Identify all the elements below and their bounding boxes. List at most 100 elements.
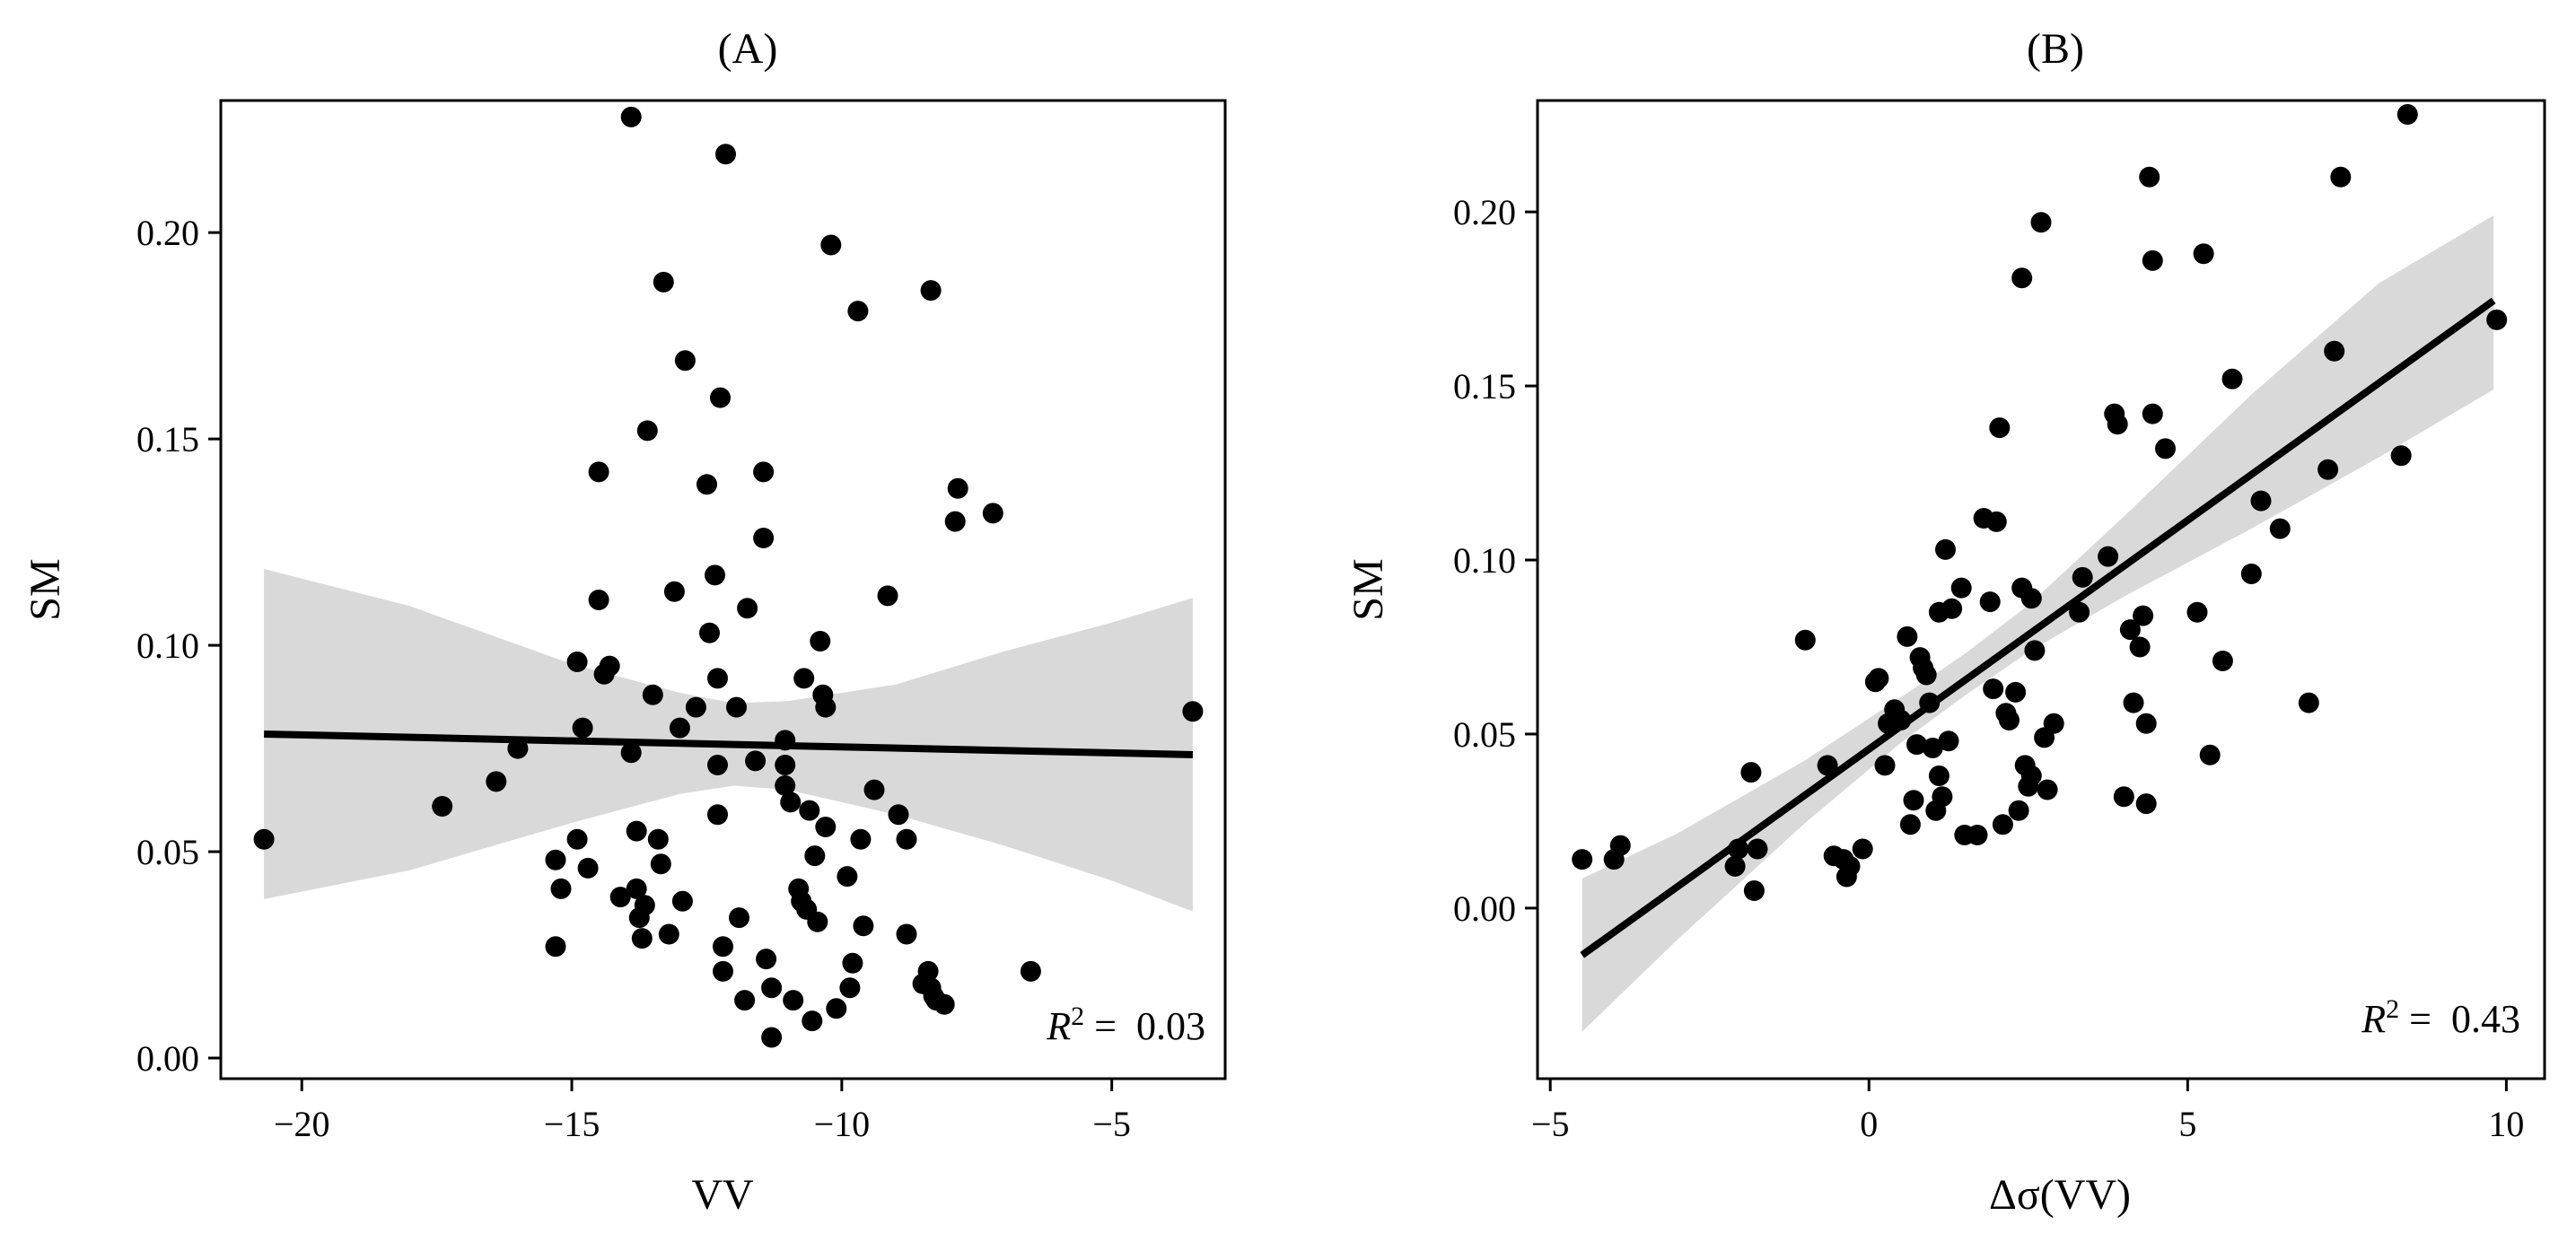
panel-b-data-point [1747,838,1768,860]
panel-b-data-point [2330,166,2352,188]
panel-a-data-point [707,804,728,826]
panel-b-data-point [2240,564,2262,584]
panel-b-data-point [1897,625,1918,647]
panel-a-data-point [850,828,872,850]
panel-a-r-squared-value: = 0.03 [1084,1004,1205,1048]
panel-b-data-point [1915,664,1937,686]
panel-a-points [253,106,1204,1048]
panel-a-r-squared: R2 = 0.03 [1046,1001,1205,1049]
panel-a-data-point [707,755,728,775]
panel-a-data-point [432,796,453,817]
panel-a-data-point [820,234,842,256]
panel-b-y-tick-label: 0.15 [1453,366,1516,407]
panel-b-data-point [2186,601,2208,623]
panel-b: (B) −5 0 5 10 0.00 0.05 0.10 0.15 0.20 Δσ(VV) SM… [1345,25,2546,1219]
panel-a-data-point [663,581,685,602]
panel-a-data-point [799,800,820,821]
panel-a-data-point [933,993,955,1015]
panel-b-data-point [1743,880,1765,901]
panel-b-data-point [1989,417,2011,439]
panel-a-data-point [550,878,572,899]
panel-b-data-point [1985,511,2007,532]
panel-a-data-point [699,622,720,643]
panel-a-data-point [729,907,749,929]
panel-b-data-point [2107,414,2128,435]
panel-b-r-squared-exponent: 2 [2386,994,2399,1024]
panel-a-data-point [647,828,669,850]
panel-b-data-point [2193,243,2214,265]
panel-a-r-squared-exponent: 2 [1071,1001,1084,1031]
panel-a-x-tick-label: −20 [274,1104,330,1144]
panel-a-y-tick-label: 0.10 [136,625,199,666]
panel-a-confidence-band [264,569,1193,912]
panel-a-data-point [634,895,655,916]
panel-b-data-point [1967,825,1988,845]
panel-b-data-point [2119,619,2141,641]
panel-a-regression-line [264,730,1193,758]
panel-b-data-point [1740,762,1762,783]
panel-a-data-point [697,474,717,495]
panel-a-title: (A) [718,25,778,73]
panel-a-data-point [671,890,693,912]
panel-b-data-point [1928,765,1950,786]
panel-a-data-point [761,1027,783,1048]
panel-b-data-point [2020,588,2042,609]
panel-a-data-point [626,878,647,899]
panel-a-data-point [566,828,588,850]
panel-b-data-point [2072,566,2093,588]
panel-a-data-point [826,998,847,1019]
panel-b-data-point [2318,459,2339,480]
panel-b-data-point [1903,790,1924,811]
panel-b-data-point [2155,438,2176,459]
panel-a-x-tick-label: −5 [1092,1104,1131,1144]
panel-a-confidence-band-group [264,569,1193,912]
panel-a-data-point [1182,701,1204,722]
panel-b-data-point [1794,629,1816,651]
panel-a-data-point [761,977,783,999]
panel-a-data-point [775,775,796,796]
panel-a-data-point [837,866,858,888]
panel-a-data-point [588,461,609,483]
panel-b-data-point [1874,755,1896,776]
panel-a-y-tick-label: 0.20 [136,213,199,253]
panel-b-plot-frame [1536,99,2546,1080]
panel-b-data-point [1890,710,1912,730]
panel-a-data-point [486,771,507,792]
panel-a-data-point [888,804,909,826]
panel-b-title: (B) [2027,25,2084,73]
panel-b-data-point [1899,814,1921,835]
panel-a-data-point [674,350,696,372]
panel-b-data-point [2390,445,2412,467]
panel-a-data-point [609,887,631,908]
panel-b-data-point [1572,849,1593,870]
panel-a-data-point [545,849,566,870]
panel-b-data-point [1950,577,1972,599]
panel-a-data-point [626,820,647,842]
panel-b-data-point [2396,104,2418,125]
panel-a-data-point [1020,960,1041,982]
panel-b-y-tick-label: 0.10 [1453,540,1516,581]
panel-b-ticks: −5 0 5 10 0.00 0.05 0.10 0.15 0.20 [1453,192,2524,1144]
panel-b-y-tick-label: 0.05 [1453,714,1516,755]
panel-b-points [1572,104,2508,901]
panel-b-data-point [2142,403,2163,424]
panel-b-data-point [2129,636,2151,658]
panel-b-data-point [2123,692,2144,713]
panel-a-data-point [599,655,620,677]
panel-a-fit-group [264,730,1193,758]
panel-a-data-point [842,952,863,974]
panel-b-y-tick-label: 0.20 [1453,192,1516,232]
panel-b-data-point [1941,598,1963,619]
panel-b-x-tick-label: −5 [1531,1104,1570,1144]
panel-b-data-point [1609,835,1631,856]
panel-a-y-tick-label: 0.05 [136,832,199,872]
panel-b-data-point [1852,838,1873,860]
panel-b-data-point [2221,368,2243,389]
panel-a-data-point [944,511,966,532]
panel-b-data-point [2199,744,2221,765]
panel-b-data-point [2486,309,2508,330]
panel-a-plot-frame [219,99,1227,1080]
panel-b-data-point [1979,591,2001,613]
panel-a-data-point [917,960,939,982]
panel-a-data-point [685,696,706,718]
